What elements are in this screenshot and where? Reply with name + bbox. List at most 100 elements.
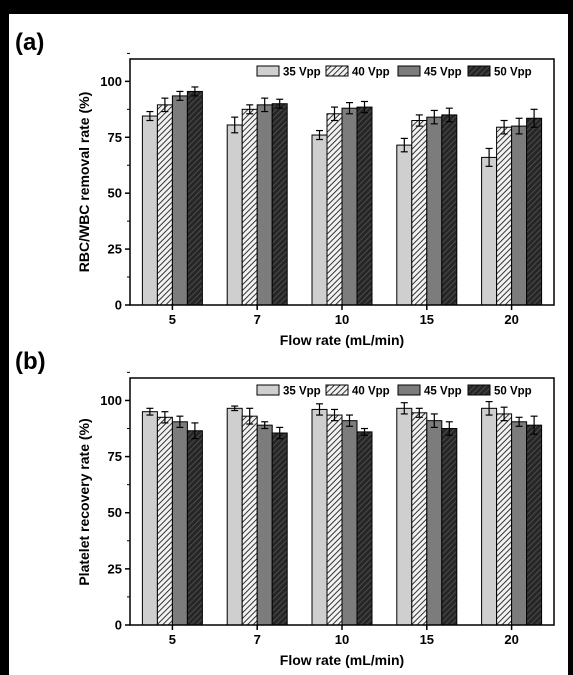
panel-a-error-bars bbox=[146, 86, 538, 167]
error-bar-40-vpp-5 bbox=[161, 411, 169, 424]
x-tick-label: 20 bbox=[504, 312, 518, 327]
panel-label-b: (b) bbox=[15, 348, 46, 375]
y-tick-label: 50 bbox=[108, 186, 122, 201]
error-bar-40-vpp-20 bbox=[500, 119, 508, 135]
legend-label: 45 Vpp bbox=[424, 386, 462, 398]
bar-35-vpp-20 bbox=[481, 156, 498, 306]
bar-40-vpp-15 bbox=[411, 120, 428, 306]
legend-swatch bbox=[467, 384, 491, 396]
bar-45-vpp-10 bbox=[341, 107, 358, 306]
x-tick-label: 15 bbox=[420, 312, 434, 327]
legend-item-35-vpp: 35 Vpp bbox=[256, 384, 321, 398]
panel-b-x-axis: 5 7 10 15 20 bbox=[169, 625, 519, 647]
error-bar-50-vpp-5 bbox=[191, 422, 199, 440]
bar-45-vpp-5 bbox=[171, 95, 188, 306]
error-bar-45-vpp-15 bbox=[430, 109, 438, 125]
y-tick-label: 75 bbox=[108, 449, 122, 464]
bar-40-vpp-7 bbox=[241, 108, 258, 306]
bar-35-vpp-5 bbox=[141, 411, 158, 626]
panel-b-x-axis-label: Flow rate (mL/min) bbox=[280, 652, 404, 668]
bar-50-vpp-7 bbox=[271, 103, 288, 306]
error-bar-35-vpp-5 bbox=[146, 407, 154, 416]
x-tick-label: 20 bbox=[504, 632, 518, 647]
bar-50-vpp-15 bbox=[441, 114, 458, 306]
panel-a-x-axis: 5 7 10 15 20 bbox=[169, 305, 519, 327]
x-tick-label: 10 bbox=[335, 632, 349, 647]
legend-swatch bbox=[325, 384, 349, 396]
panel-b-error-bars bbox=[146, 400, 538, 440]
legend-swatch bbox=[397, 384, 421, 396]
bar-40-vpp-5 bbox=[156, 104, 173, 306]
legend-swatch bbox=[397, 65, 421, 77]
error-bar-40-vpp-7 bbox=[246, 104, 254, 115]
error-bar-50-vpp-20 bbox=[530, 108, 538, 128]
legend-item-35-vpp: 35 Vpp bbox=[256, 65, 321, 79]
panel-a-y-axis-label: RBC/WBC removal rate (%) bbox=[76, 92, 92, 272]
error-bar-45-vpp-7 bbox=[261, 421, 269, 430]
y-tick-label: 100 bbox=[100, 393, 122, 408]
x-tick-label: 15 bbox=[420, 632, 434, 647]
legend-item-45-vpp: 45 Vpp bbox=[397, 384, 462, 398]
error-bar-50-vpp-10 bbox=[361, 427, 368, 436]
bar-50-vpp-10 bbox=[356, 106, 373, 306]
error-bar-35-vpp-7 bbox=[231, 116, 239, 134]
error-bar-45-vpp-10 bbox=[346, 414, 353, 427]
bar-45-vpp-7 bbox=[256, 104, 273, 306]
error-bar-50-vpp-7 bbox=[276, 426, 284, 440]
bar-40-vpp-15 bbox=[411, 412, 428, 626]
y-tick-label: 0 bbox=[115, 618, 122, 633]
error-bar-45-vpp-7 bbox=[261, 97, 269, 113]
legend-item-50-vpp: 50 Vpp bbox=[467, 384, 532, 398]
panel-b: (b) 0 25 50 75 100 5 7 10 15 20 35 Vpp 40 Vpp 45 V… bbox=[15, 348, 555, 668]
legend-item-50-vpp: 50 Vpp bbox=[467, 65, 532, 79]
bar-35-vpp-15 bbox=[396, 407, 413, 626]
y-tick-label: 75 bbox=[108, 130, 122, 145]
panel-b-bars bbox=[141, 407, 543, 626]
legend-item-45-vpp: 45 Vpp bbox=[397, 65, 462, 79]
legend-swatch bbox=[256, 384, 280, 396]
error-bar-35-vpp-15 bbox=[400, 137, 408, 153]
error-bar-35-vpp-20 bbox=[485, 400, 493, 416]
x-tick-label: 7 bbox=[254, 632, 261, 647]
error-bar-35-vpp-10 bbox=[316, 129, 323, 141]
error-bar-50-vpp-15 bbox=[445, 421, 453, 436]
bar-45-vpp-15 bbox=[426, 116, 443, 306]
error-bar-50-vpp-10 bbox=[361, 100, 368, 114]
panel-b-legend: 35 Vpp 40 Vpp 45 Vpp 50 Vpp bbox=[256, 384, 532, 398]
bar-45-vpp-5 bbox=[171, 421, 188, 626]
x-tick-label: 5 bbox=[169, 632, 176, 647]
panel-a: (a) 0 25 50 75 100 5 7 10 15 20 35 Vpp 40 Vpp 45 V… bbox=[15, 29, 555, 348]
bar-50-vpp-7 bbox=[271, 432, 288, 626]
error-bar-40-vpp-7 bbox=[246, 407, 254, 425]
bar-45-vpp-7 bbox=[256, 424, 273, 626]
error-bar-45-vpp-20 bbox=[515, 416, 523, 427]
bar-35-vpp-5 bbox=[141, 115, 158, 306]
y-tick-label: 100 bbox=[100, 74, 122, 89]
panel-b-y-axis: 0 25 50 75 100 bbox=[100, 371, 130, 633]
bar-50-vpp-20 bbox=[526, 424, 543, 626]
error-bar-50-vpp-20 bbox=[530, 415, 538, 435]
error-bar-35-vpp-15 bbox=[400, 402, 408, 415]
legend-item-40-vpp: 40 Vpp bbox=[325, 65, 390, 79]
figure-frame: (a) 0 25 50 75 100 5 7 10 15 20 35 Vpp 40 Vpp 45 V… bbox=[9, 14, 568, 675]
bar-45-vpp-20 bbox=[511, 421, 528, 626]
error-bar-35-vpp-5 bbox=[146, 110, 154, 122]
y-tick-label: 0 bbox=[115, 298, 122, 313]
y-tick-label: 50 bbox=[108, 505, 122, 520]
bar-35-vpp-10 bbox=[311, 408, 328, 626]
error-bar-45-vpp-10 bbox=[346, 102, 353, 115]
x-tick-label: 7 bbox=[254, 312, 261, 327]
bar-45-vpp-10 bbox=[341, 420, 358, 626]
bar-35-vpp-10 bbox=[311, 134, 328, 306]
error-bar-50-vpp-5 bbox=[191, 86, 199, 97]
error-bar-50-vpp-15 bbox=[445, 107, 453, 123]
legend-swatch bbox=[256, 65, 280, 77]
error-bar-40-vpp-10 bbox=[331, 408, 338, 422]
bar-40-vpp-20 bbox=[496, 413, 513, 626]
error-bar-40-vpp-15 bbox=[415, 114, 423, 127]
bar-40-vpp-5 bbox=[156, 416, 173, 626]
error-bar-40-vpp-15 bbox=[415, 407, 423, 418]
bar-40-vpp-7 bbox=[241, 415, 258, 626]
x-tick-label: 5 bbox=[169, 312, 176, 327]
